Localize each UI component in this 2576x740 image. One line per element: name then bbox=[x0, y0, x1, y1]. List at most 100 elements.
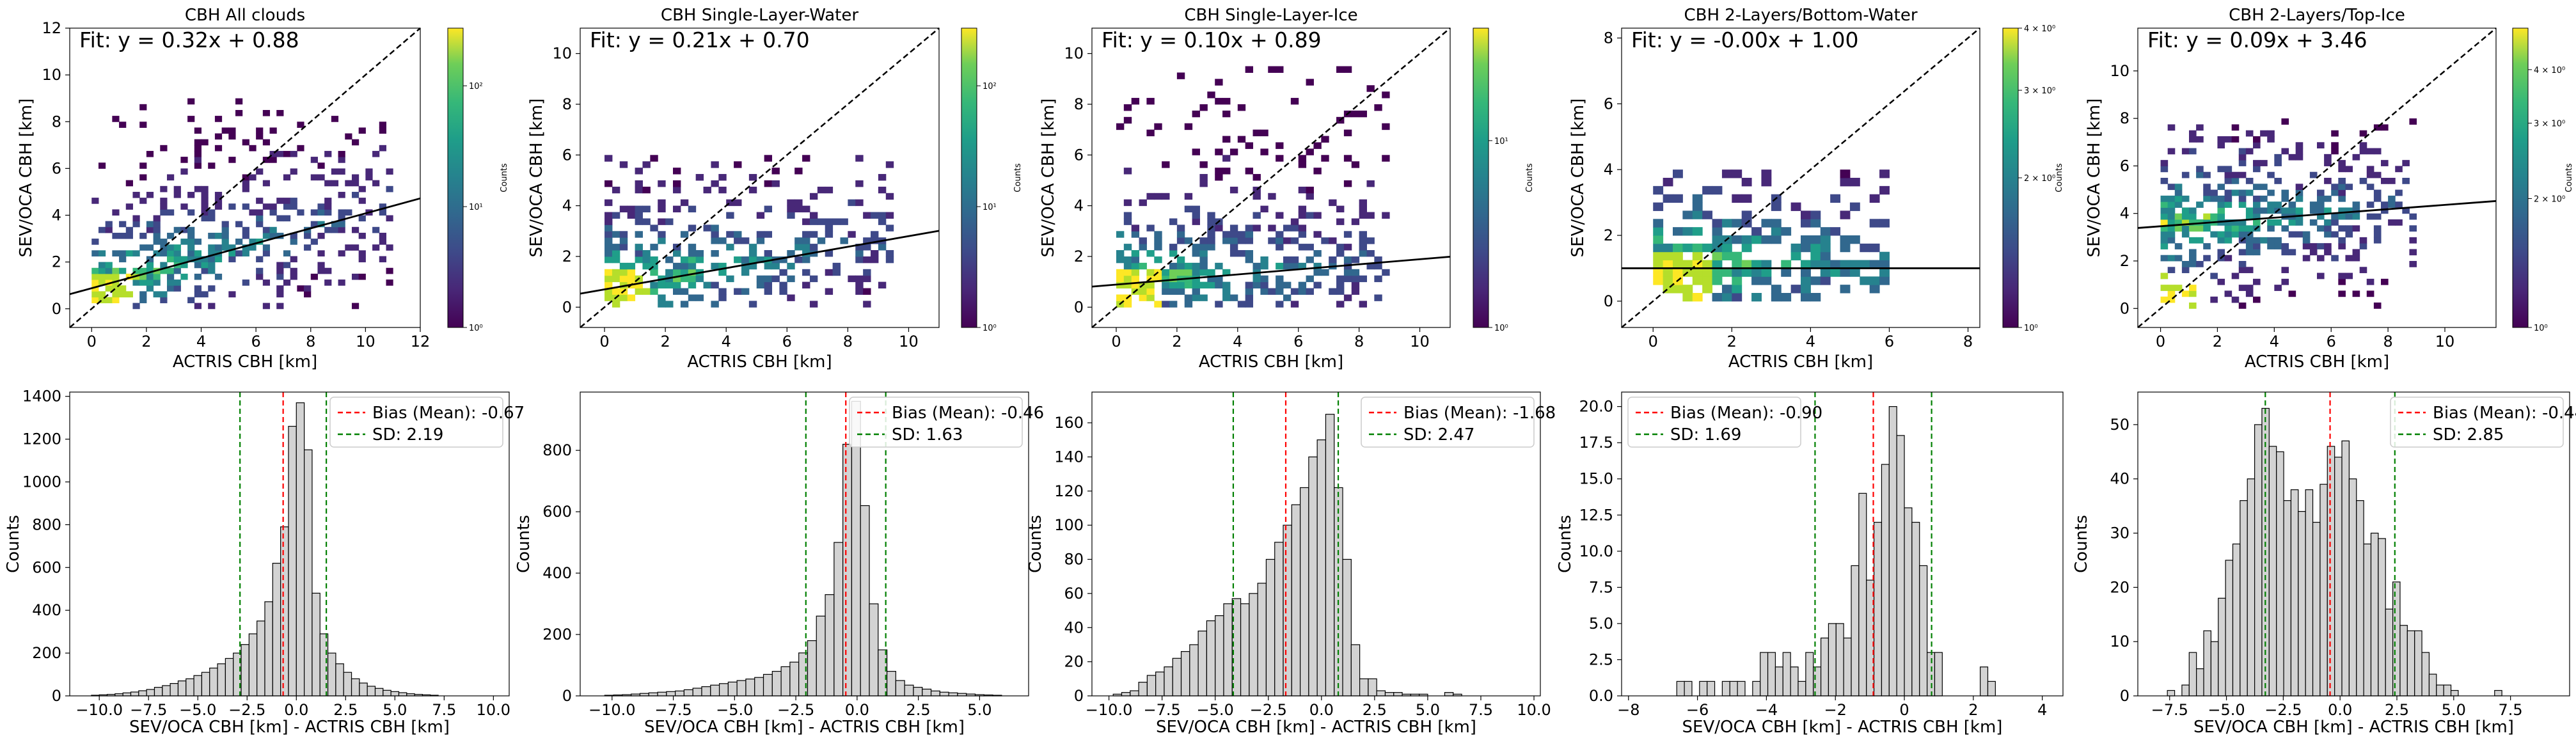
density-cell bbox=[2267, 219, 2275, 226]
density-cell bbox=[132, 221, 140, 228]
density-cell bbox=[2231, 178, 2240, 184]
density-cell bbox=[1306, 193, 1314, 200]
density-cell bbox=[166, 285, 175, 292]
density-cell bbox=[604, 294, 613, 301]
histogram-bar bbox=[1752, 681, 1761, 697]
density-cell bbox=[817, 186, 826, 194]
density-cell bbox=[201, 267, 209, 274]
y-tick-label: 20 bbox=[1064, 653, 1084, 671]
density-cell bbox=[1184, 123, 1193, 130]
density-cell bbox=[1276, 281, 1284, 289]
density-cell bbox=[276, 303, 284, 310]
density-cell bbox=[146, 279, 154, 286]
density-cell bbox=[160, 198, 168, 204]
plot-frame bbox=[580, 391, 1029, 697]
density-cell bbox=[2238, 160, 2247, 166]
histogram-bar bbox=[1189, 644, 1199, 697]
density-cell bbox=[756, 281, 765, 289]
density-cell bbox=[619, 262, 628, 270]
x-tick-label: −10.0 bbox=[589, 701, 636, 719]
density-cell bbox=[1276, 231, 1284, 238]
histogram-bar bbox=[763, 673, 773, 697]
density-cell bbox=[1366, 85, 1375, 92]
x-tick-label: 7.5 bbox=[432, 701, 456, 719]
density-cell bbox=[2160, 207, 2169, 214]
histogram-bar bbox=[2370, 532, 2379, 697]
density-cell bbox=[2295, 142, 2303, 149]
density-cell bbox=[2224, 225, 2232, 232]
x-tick-label: 2.5 bbox=[1363, 701, 1387, 719]
colorbar-tick-label: 10² bbox=[983, 82, 997, 91]
density-cell bbox=[2409, 225, 2417, 232]
density-cell bbox=[726, 199, 734, 207]
density-cell bbox=[1237, 231, 1246, 238]
density-cell bbox=[1154, 231, 1162, 238]
density-cell bbox=[331, 226, 339, 233]
density-cell bbox=[221, 239, 229, 245]
density-cell bbox=[1268, 288, 1276, 295]
histogram-bar bbox=[162, 685, 171, 697]
histogram-bar bbox=[2341, 440, 2350, 697]
density-cell bbox=[1199, 174, 1208, 181]
histogram-bar bbox=[807, 640, 817, 697]
density-cell bbox=[711, 161, 719, 168]
density-cell bbox=[2210, 296, 2218, 303]
density-cell bbox=[764, 250, 773, 257]
density-cell bbox=[604, 250, 613, 257]
colorbar-tick-label: 10⁰ bbox=[1494, 324, 1508, 333]
histogram-bar bbox=[1376, 690, 1386, 697]
y-tick-label: 2 bbox=[2120, 252, 2130, 270]
density-cell bbox=[2345, 184, 2353, 191]
histogram-bar bbox=[2414, 630, 2422, 697]
density-cell bbox=[256, 127, 264, 134]
density-cell bbox=[1721, 251, 1732, 261]
density-cell bbox=[201, 191, 209, 198]
density-cell bbox=[187, 226, 195, 233]
x-tick-label: 7.5 bbox=[1469, 701, 1493, 719]
density-cell bbox=[2174, 219, 2183, 226]
density-cell bbox=[310, 174, 318, 181]
y-tick-label: 0 bbox=[52, 300, 61, 318]
density-cell bbox=[153, 232, 161, 239]
density-cell bbox=[688, 275, 697, 283]
histogram-bar bbox=[1121, 692, 1131, 697]
density-cell bbox=[2260, 130, 2268, 137]
density-cell bbox=[802, 237, 810, 244]
histogram-bar bbox=[745, 679, 755, 697]
density-cell bbox=[1751, 293, 1762, 302]
density-cell bbox=[1176, 256, 1185, 264]
density-cell bbox=[1653, 202, 1664, 211]
density-cell bbox=[1276, 212, 1284, 219]
density-cell bbox=[1682, 293, 1693, 302]
density-cell bbox=[2317, 225, 2325, 232]
density-cell bbox=[665, 301, 674, 308]
density-cell bbox=[817, 237, 826, 244]
density-cell bbox=[2167, 219, 2176, 226]
density-cell bbox=[1298, 205, 1307, 213]
density-cell bbox=[310, 157, 318, 163]
density-cell bbox=[262, 203, 271, 210]
density-cell bbox=[1359, 250, 1367, 257]
density-cell bbox=[2295, 207, 2303, 214]
histogram-bar bbox=[170, 682, 179, 697]
density-cell bbox=[1663, 260, 1673, 269]
density-cell bbox=[1229, 244, 1238, 251]
histogram-bar bbox=[2203, 630, 2211, 697]
histogram-bar bbox=[834, 542, 844, 697]
density-cell bbox=[1761, 268, 1772, 277]
density-cell bbox=[1192, 250, 1200, 257]
density-cell bbox=[627, 212, 636, 219]
density-cell bbox=[338, 215, 345, 222]
density-cell bbox=[331, 116, 339, 122]
density-cell bbox=[139, 104, 147, 111]
density-cell bbox=[2231, 124, 2240, 131]
histogram-bar bbox=[2312, 521, 2321, 697]
x-tick-label: 5.0 bbox=[967, 701, 992, 719]
density-cell bbox=[1741, 260, 1752, 269]
density-cell bbox=[2324, 178, 2332, 184]
density-cell bbox=[855, 250, 864, 257]
density-cell bbox=[2181, 195, 2190, 202]
density-cell bbox=[153, 273, 161, 280]
density-cell bbox=[283, 250, 291, 256]
density-cell bbox=[1222, 237, 1231, 244]
